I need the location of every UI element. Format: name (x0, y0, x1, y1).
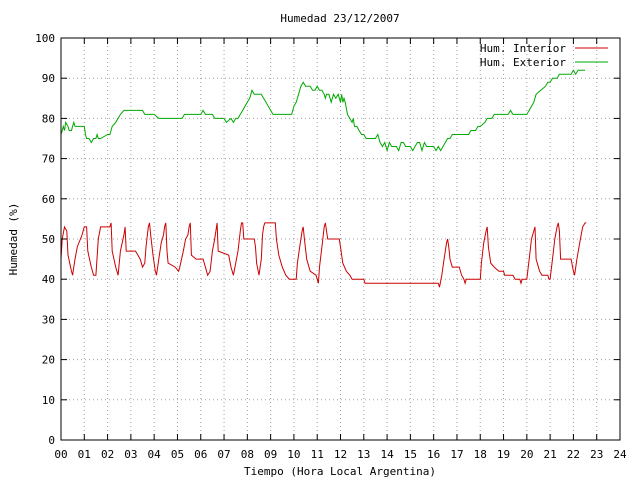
x-axis-ticks: 00 01 02 03 04 05 06 07 08 09 10 11 12 13 14 15 16 17 18 19… (54, 38, 627, 461)
y-tick-label: 90 (42, 72, 55, 85)
y-tick-label: 10 (42, 394, 55, 407)
x-tick-label: 02 (101, 448, 114, 461)
x-tick-label: 22 (567, 448, 580, 461)
x-tick-label: 03 (124, 448, 137, 461)
x-tick-label: 23 (590, 448, 603, 461)
x-tick-label: 19 (497, 448, 510, 461)
y-tick-label: 0 (48, 434, 55, 447)
y-tick-label: 100 (35, 32, 55, 45)
x-tick-label: 21 (544, 448, 557, 461)
series-line-interior (60, 222, 587, 288)
y-tick-label: 80 (42, 112, 55, 125)
x-tick-label: 01 (78, 448, 91, 461)
series-group (60, 69, 587, 288)
legend-label-exterior: Hum. Exterior (480, 56, 566, 69)
y-tick-label: 70 (42, 153, 55, 166)
x-tick-label: 11 (311, 448, 324, 461)
x-tick-label: 05 (171, 448, 184, 461)
y-tick-label: 60 (42, 193, 55, 206)
x-tick-label: 10 (287, 448, 300, 461)
y-tick-label: 40 (42, 273, 55, 286)
x-tick-label: 15 (404, 448, 417, 461)
y-axis-label: Humedad (%) (7, 203, 20, 276)
x-tick-label: 09 (264, 448, 277, 461)
x-tick-label: 00 (54, 448, 67, 461)
x-tick-label: 04 (148, 448, 162, 461)
x-tick-label: 12 (334, 448, 347, 461)
x-tick-label: 14 (380, 448, 394, 461)
y-axis-ticks: 0 10 20 30 40 50 60 70 80 90 100 (35, 32, 620, 447)
chart-title: Humedad 23/12/2007 (280, 12, 399, 25)
series-line-exterior (60, 69, 586, 153)
x-tick-label: 06 (194, 448, 207, 461)
y-tick-label: 20 (42, 354, 55, 367)
x-tick-label: 20 (520, 448, 533, 461)
x-tick-label: 07 (217, 448, 230, 461)
legend-label-interior: Hum. Interior (480, 42, 566, 55)
y-tick-label: 30 (42, 313, 55, 326)
x-tick-label: 08 (241, 448, 254, 461)
x-tick-label: 18 (474, 448, 487, 461)
y-tick-label: 50 (42, 233, 55, 246)
legend: Hum. Interior Hum. Exterior (480, 42, 608, 69)
x-tick-label: 16 (427, 448, 440, 461)
x-axis-label: Tiempo (Hora Local Argentina) (244, 465, 436, 478)
grid (61, 38, 620, 440)
x-tick-label: 17 (450, 448, 463, 461)
x-tick-label: 24 (613, 448, 627, 461)
x-tick-label: 13 (357, 448, 370, 461)
